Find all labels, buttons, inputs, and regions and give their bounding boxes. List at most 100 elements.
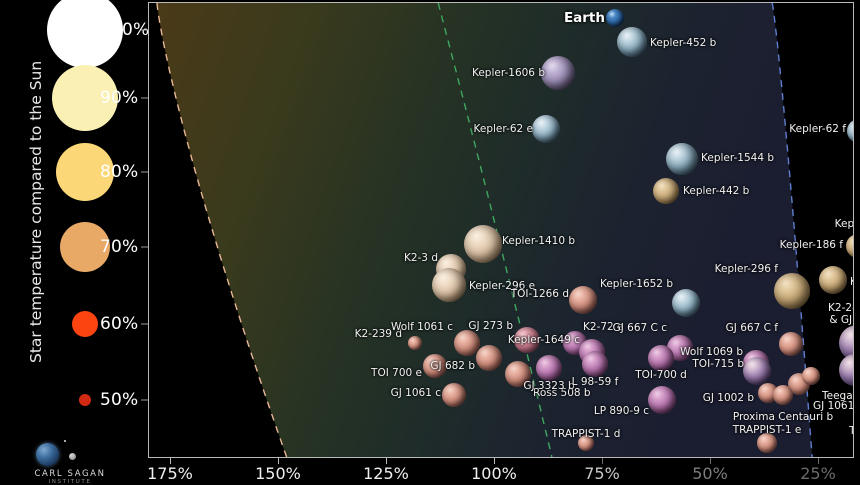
planet-label: Kepler-296 e (469, 280, 536, 292)
logo-earth-icon (36, 443, 59, 466)
planet-label: GJ 3323 b (523, 380, 575, 392)
x-tick-mark-150 (278, 458, 279, 464)
x-tick-label-100: 100% (471, 464, 517, 483)
x-tick-mark-50 (710, 458, 711, 464)
planet-marker (617, 27, 647, 57)
planet-marker (743, 357, 771, 385)
planet-label: Earth (563, 10, 605, 26)
planet-marker (432, 268, 466, 302)
planet-label: GJ 667 C f (725, 322, 778, 334)
planet-label: Kepler-296 f (714, 263, 778, 275)
planet-marker (779, 332, 803, 356)
planet-label: TRAPPIST-1 d (551, 428, 621, 440)
planet-label: Kepler-452 b (650, 37, 717, 49)
planet-label: Teegarden's Star c (822, 390, 853, 402)
plot-area: Earth Kepler-452 b Kepler-1606 b Kepler-62 … (148, 2, 854, 458)
y-tick-mark-60 (141, 323, 148, 325)
planet-label: TRAPPIST-1 e (732, 424, 802, 436)
planet-marker (757, 433, 777, 453)
planet-label: K2-3 d (403, 252, 438, 264)
planet-label: K2-239 d (354, 328, 402, 340)
planet-marker (648, 345, 674, 371)
y-tick-label-80: 80% (100, 162, 139, 182)
y-tick-label-100: 100% (100, 20, 150, 40)
planet-label: Proxima Centauri b (732, 411, 834, 423)
y-tick-mark-90 (141, 97, 148, 99)
x-tick-mark-75 (602, 458, 603, 464)
x-tick-label-75: 75% (584, 464, 620, 483)
planet-label: K2-72 e (583, 321, 624, 333)
planet-marker (666, 143, 698, 175)
planet-label: Kepler-441 b (834, 218, 854, 230)
planet-marker (582, 351, 608, 377)
planet-marker (773, 385, 793, 405)
planet-label: TOI 700 e (371, 367, 422, 379)
planet-marker (847, 119, 853, 143)
x-tick-label-150: 150% (255, 464, 301, 483)
logo-moon-icon (69, 453, 76, 460)
planet-marker (672, 289, 700, 317)
y-tick-label-60: 60% (100, 314, 139, 334)
planet-marker (648, 386, 676, 414)
temperature-swatch-50 (79, 394, 91, 406)
logo-subtitle: INSTITUTE (48, 479, 92, 485)
logo-name: CARL SAGAN (34, 469, 106, 479)
temperature-swatch-100 (47, 0, 123, 68)
planet-label: TRAPPIST-1 f (849, 425, 853, 437)
y-tick-label-50: 50% (100, 390, 139, 410)
planet-marker (819, 266, 847, 294)
carl-sagan-institute-logo: CARL SAGAN INSTITUTE (18, 440, 122, 485)
planet-label: GJ 273 b (468, 320, 513, 332)
planet-label: Wolf 1061 c (391, 321, 453, 333)
planet-marker (653, 178, 679, 204)
planet-marker (476, 345, 502, 371)
star-temperature-legend: Star temperature compared to the Sun 100… (0, 0, 150, 458)
temperature-swatch-90 (52, 65, 118, 131)
logo-star-icon (64, 440, 66, 442)
planet-marker (541, 56, 575, 90)
planet-label: Kepler-1649 c (507, 334, 580, 346)
planet-label: GJ 1002 b (702, 392, 754, 404)
planet-marker (514, 327, 540, 353)
x-tick-mark-100 (494, 458, 495, 464)
planet-marker (802, 367, 820, 385)
temperature-swatch-60 (72, 311, 98, 337)
planet-marker (454, 330, 480, 356)
planet-marker (423, 354, 447, 378)
planet-label: Kepler-1410 b (502, 235, 576, 247)
planet-label: Kepler-62 e (473, 123, 533, 135)
planet-marker (578, 435, 594, 451)
x-tick-label-50: 50% (692, 464, 728, 483)
planet-marker (839, 354, 853, 386)
planet-marker (839, 325, 853, 361)
planet-marker (846, 234, 853, 258)
planet-marker (442, 383, 466, 407)
planet-marker (536, 355, 562, 381)
inner-edge-dashed-line (156, 3, 288, 457)
planet-label: Kepler-442 b (683, 185, 750, 197)
planet-label: Kepler-1606 b (471, 67, 545, 79)
planet-marker (408, 336, 422, 350)
planet-label: GJ 667 C c (612, 322, 667, 334)
x-axis: 175% 150% 125% 100% 75% 50% 25% (147, 458, 854, 484)
x-tick-label-25: 25% (800, 464, 836, 483)
planet-label-line1: K2-288 B b (828, 302, 853, 314)
y-tick-mark-70 (141, 246, 148, 248)
temperature-swatch-70 (60, 222, 110, 272)
planet-label-line2: & GJ 251 c (829, 314, 853, 326)
planet-label: TOI-715 b (692, 358, 744, 370)
x-tick-mark-25 (818, 458, 819, 464)
planet-label: GJ 682 b (430, 360, 475, 372)
y-tick-label-90: 90% (100, 88, 139, 108)
planet-marker (569, 286, 597, 314)
y-tick-mark-80 (141, 171, 148, 173)
planet-label: Kepler-62 f (789, 123, 846, 135)
x-tick-mark-125 (386, 458, 387, 464)
y-axis-label: Star temperature compared to the Sun (27, 60, 45, 363)
planet-label: Kepler-1544 b (701, 152, 775, 164)
planet-label: Ross 508 b (533, 387, 591, 399)
planet-label: GJ 1061 c (390, 387, 441, 399)
planet-marker (464, 225, 502, 263)
planet-marker (532, 115, 560, 143)
